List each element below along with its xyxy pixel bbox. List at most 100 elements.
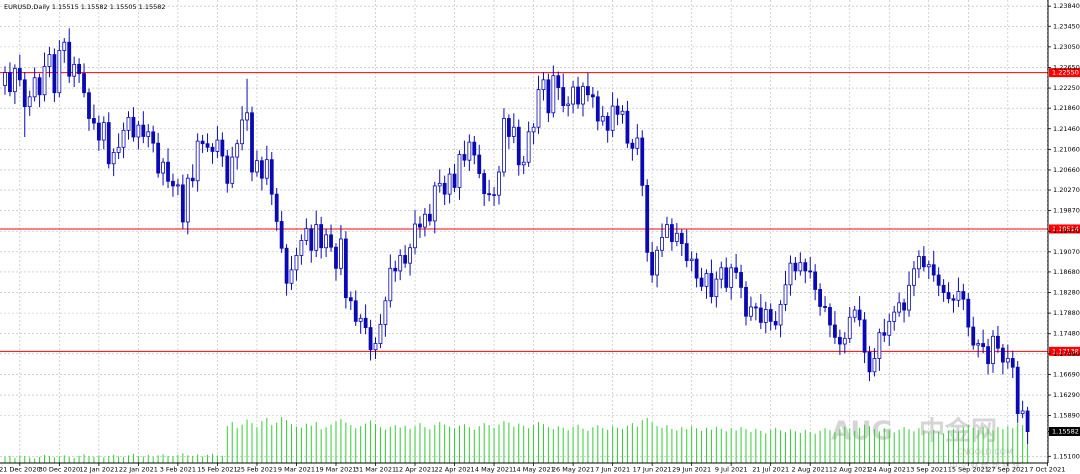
candle-body	[566, 103, 571, 106]
candle-body	[82, 73, 86, 94]
candle-body	[704, 273, 709, 287]
watermark-text: 中 文 财 经 新 媒 体	[949, 461, 1020, 471]
candle-body	[991, 335, 995, 365]
candle-body	[339, 238, 343, 269]
candle-body	[694, 258, 699, 279]
candle-body	[576, 86, 580, 105]
candle-body	[269, 159, 274, 195]
candle-body	[684, 243, 689, 261]
y-tick-label: 1.19870	[1053, 207, 1080, 215]
x-tick-label: 21 Jul 2021	[752, 466, 789, 474]
y-tick-label: 1.17480	[1053, 330, 1080, 338]
y-tick-label: 1.20270	[1053, 186, 1080, 194]
candle-body	[358, 317, 363, 322]
x-tick-label: 7 Jun 2021	[595, 466, 630, 474]
candle-body	[314, 224, 319, 251]
candle-body	[699, 277, 704, 287]
candle-body	[373, 343, 378, 351]
candle-body	[477, 154, 482, 174]
candle-body	[299, 240, 304, 256]
candle-body	[8, 72, 12, 93]
candle-body	[437, 182, 442, 187]
y-tick-label: 1.18280	[1053, 289, 1080, 297]
candle-body	[857, 309, 862, 321]
candle-body	[151, 131, 156, 144]
candle-body	[171, 180, 175, 187]
candle-body	[981, 343, 986, 348]
candle-body	[156, 142, 161, 174]
candle-body	[724, 267, 729, 288]
candle-body	[492, 194, 496, 196]
last-price-box	[1049, 426, 1080, 436]
x-tick-label: 12 Apr 2021	[395, 466, 435, 474]
candle-body	[467, 141, 472, 161]
candle-body	[432, 185, 437, 222]
x-tick-label: 22 Jan 2021	[119, 466, 158, 474]
candle-body	[536, 89, 541, 128]
candle-body	[502, 118, 506, 173]
candle-body	[837, 336, 842, 345]
candle-body	[116, 146, 121, 153]
candle-body	[674, 232, 679, 242]
candle-body	[630, 142, 635, 149]
candle-body	[324, 234, 329, 249]
level-label: 1.19514	[1052, 225, 1079, 233]
x-tick-label: 3 Feb 2021	[160, 466, 196, 474]
candle-body	[986, 346, 990, 365]
candle-body	[798, 262, 803, 272]
y-tick-label: 1.23050	[1053, 43, 1080, 51]
candle-body	[403, 255, 408, 264]
candle-body	[230, 156, 235, 184]
candle-body	[571, 86, 575, 105]
candle-body	[101, 122, 106, 141]
y-tick-label: 1.23450	[1053, 22, 1080, 30]
candle-body	[590, 94, 595, 98]
candle-body	[77, 63, 81, 75]
volumes	[4, 417, 1029, 463]
y-tick-label: 1.15890	[1053, 412, 1080, 420]
candle-body	[581, 86, 585, 105]
candle-body	[758, 307, 763, 323]
candle-body	[892, 311, 897, 322]
candle-body	[842, 337, 847, 345]
candle-body	[739, 272, 743, 288]
candle-body	[679, 232, 684, 245]
x-tick-label: 9 Jul 2021	[715, 466, 748, 474]
x-tick-label: 25 Feb 2021	[237, 466, 277, 474]
candle-body	[398, 255, 403, 272]
x-tick-label: 27 Sep 2021	[987, 466, 1028, 474]
candle-body	[52, 54, 57, 94]
candle-body	[309, 228, 314, 251]
candle-body	[111, 152, 116, 165]
level-label: 1.17138	[1052, 347, 1079, 355]
candle-body	[427, 213, 432, 222]
candle-body	[793, 262, 798, 272]
candle-body	[200, 140, 205, 145]
candle-body	[1025, 410, 1030, 432]
candle-body	[220, 139, 225, 157]
candle-body	[363, 317, 368, 328]
y-tick-label: 1.16690	[1053, 370, 1080, 378]
candle-body	[279, 221, 284, 249]
y-tick-label: 1.21060	[1053, 145, 1080, 153]
candle-body	[1010, 358, 1015, 368]
candle-body	[635, 137, 640, 149]
candle-body	[526, 131, 531, 163]
candle-body	[452, 173, 457, 188]
candle-body	[833, 324, 837, 338]
candle-body	[32, 77, 37, 98]
y-tick-label: 1.19470	[1053, 227, 1080, 235]
candle-body	[472, 141, 477, 156]
grid	[0, 0, 1048, 463]
x-tick-label: 21 Dec 2020	[0, 466, 41, 474]
candle-body	[1020, 410, 1025, 414]
level-label: 1.22550	[1052, 69, 1079, 77]
candle-body	[670, 224, 674, 242]
candle-body	[897, 302, 902, 313]
candle-body	[27, 96, 32, 108]
candle-body	[902, 302, 906, 311]
candle-body	[294, 255, 299, 271]
candle-body	[87, 92, 91, 119]
